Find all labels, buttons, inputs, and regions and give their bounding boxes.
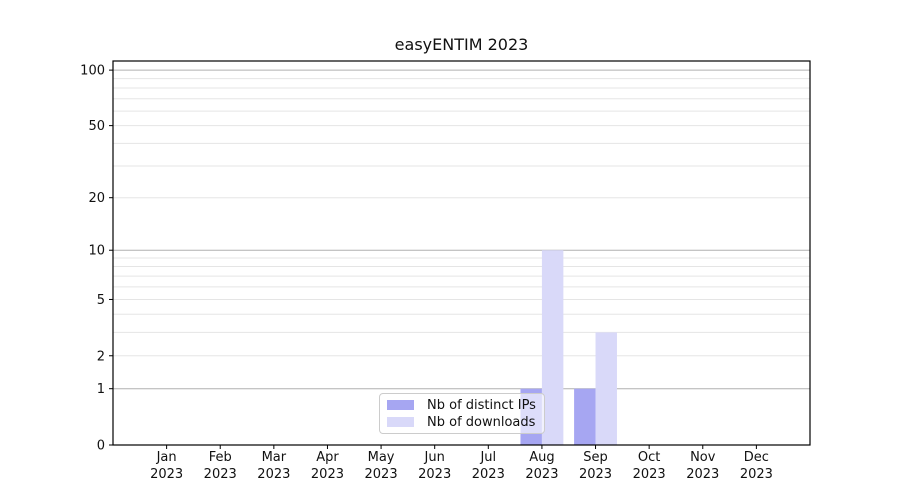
legend-label-distinct-ips: Nb of distinct IPs [427, 397, 536, 413]
legend-item-distinct-ips: Nb of distinct IPs [387, 397, 537, 413]
x-tick-label-year-mar: 2023 [257, 467, 290, 482]
y-tick-label-1: 1 [97, 382, 105, 397]
bar-aug-downloads [541, 250, 564, 445]
y-tick-label-50: 50 [88, 119, 105, 134]
x-tick-label-year-jan: 2023 [150, 467, 183, 482]
legend-item-downloads: Nb of downloads [387, 414, 537, 430]
x-tick-label-year-apr: 2023 [311, 467, 344, 482]
y-tick-label-100: 100 [80, 64, 105, 79]
plot-border [112, 60, 811, 446]
x-tick-label-year-feb: 2023 [204, 467, 237, 482]
x-tick-label-month-may: May [368, 450, 395, 465]
x-tick-label-month-dec: Dec [744, 450, 769, 465]
legend-swatch-downloads [387, 417, 414, 427]
x-tick-label-year-aug: 2023 [525, 467, 558, 482]
x-tick-label-month-nov: Nov [690, 450, 716, 465]
x-tick-label-year-oct: 2023 [633, 467, 666, 482]
bar-sep-distinct-ips [574, 388, 596, 445]
x-tick-label-month-jun: Jun [424, 450, 445, 465]
y-tick-label-0: 0 [97, 439, 105, 454]
x-tick-label-month-aug: Aug [529, 450, 554, 465]
legend-swatch-distinct-ips [387, 400, 414, 410]
x-tick-label-year-may: 2023 [365, 467, 398, 482]
bar-sep-downloads [595, 332, 617, 445]
x-tick-label-month-sep: Sep [583, 450, 608, 465]
x-tick-label-month-jul: Jul [479, 450, 496, 465]
x-tick-label-year-jul: 2023 [472, 467, 505, 482]
chart-title: easyENTIM 2023 [394, 35, 529, 54]
x-tick-label-month-oct: Oct [638, 450, 660, 465]
x-tick-label-year-sep: 2023 [579, 467, 612, 482]
x-tick-label-year-dec: 2023 [740, 467, 773, 482]
x-tick-label-month-feb: Feb [209, 450, 232, 465]
legend: Nb of distinct IPs Nb of downloads [379, 393, 545, 434]
x-tick-label-month-jan: Jan [156, 450, 177, 465]
x-tick-label-month-mar: Mar [262, 450, 287, 465]
x-tick-label-year-nov: 2023 [686, 467, 719, 482]
y-tick-label-2: 2 [97, 349, 105, 364]
x-tick-label-month-apr: Apr [316, 450, 339, 465]
x-tick-label-year-jun: 2023 [418, 467, 451, 482]
y-tick-label-10: 10 [88, 244, 105, 259]
legend-label-downloads: Nb of downloads [427, 414, 536, 430]
y-tick-label-20: 20 [88, 191, 105, 206]
y-tick-label-5: 5 [97, 293, 105, 308]
